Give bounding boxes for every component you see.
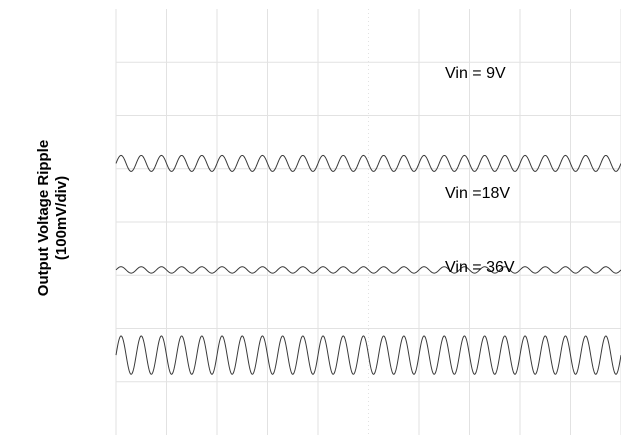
waveform-traces: [115, 154, 621, 375]
y-axis-label-line-2: (100mV/div): [53, 176, 70, 260]
y-axis-label-line-1: Output Voltage Ripple: [35, 140, 52, 296]
waveform-trace-1: [115, 154, 621, 172]
trace-label-1: Vin = 9V: [445, 65, 506, 82]
trace-labels: Vin = 9V Vin =18V Vin = 36V: [445, 65, 515, 276]
trace-label-2: Vin =18V: [445, 185, 510, 202]
trace-label-3: Vin = 36V: [445, 259, 515, 276]
scope-grid: [115, 9, 621, 435]
y-axis-label: Output Voltage Ripple (100mV/div): [35, 140, 70, 296]
waveform-trace-2: [115, 266, 621, 274]
waveform-trace-3: [115, 335, 621, 375]
